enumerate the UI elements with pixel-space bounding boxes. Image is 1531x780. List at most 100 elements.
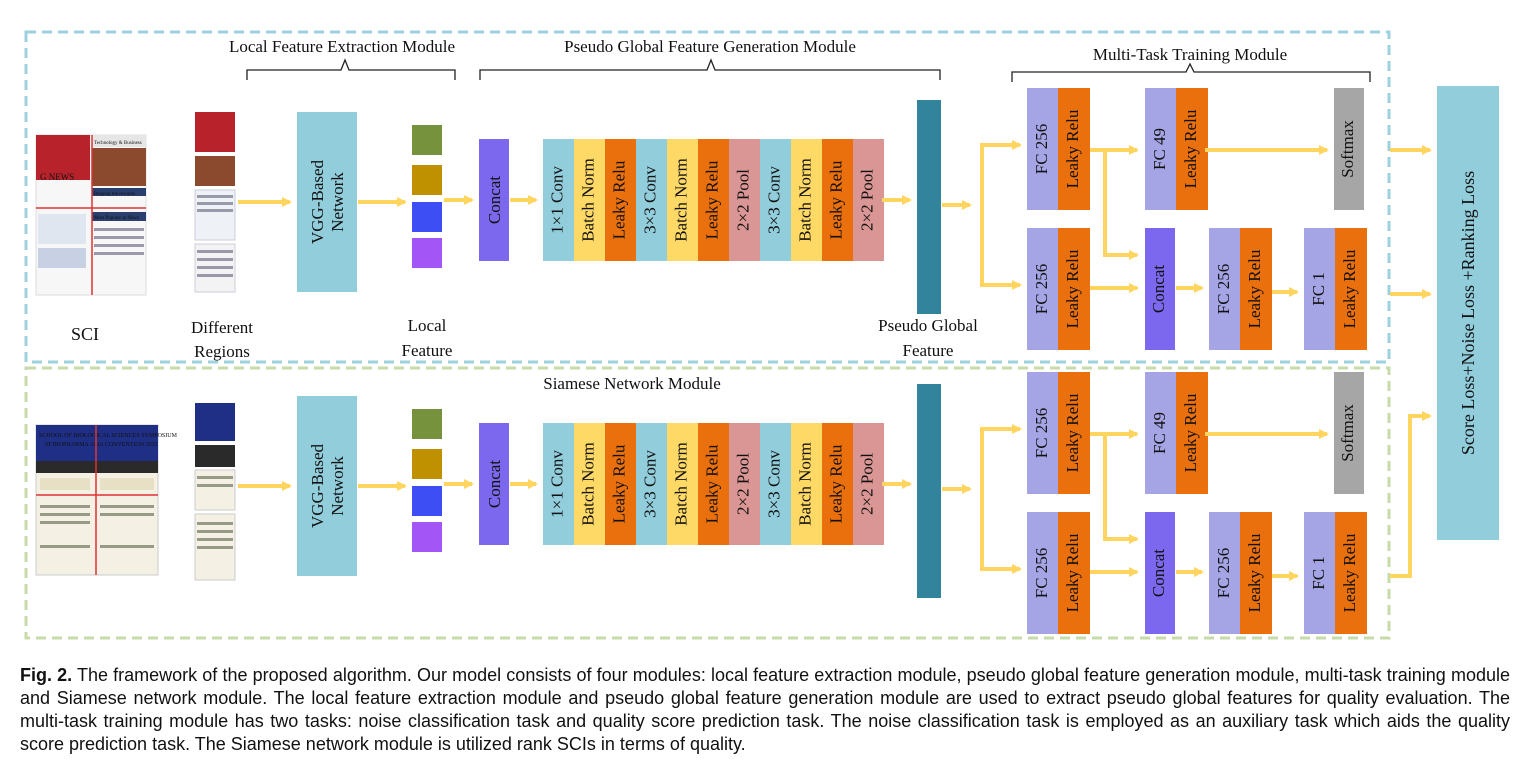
concat-block-bottom xyxy=(479,423,509,545)
concat-block xyxy=(1145,228,1175,350)
local-feature-label-2: Feature xyxy=(402,341,453,360)
concat-block-top xyxy=(479,139,509,261)
caption-text: The framework of the proposed algorithm.… xyxy=(20,665,1510,754)
arrow xyxy=(980,140,1022,205)
pipeline-layer-label: Leaky Relu xyxy=(609,444,628,523)
pipeline-layer-label: Batch Norm xyxy=(795,158,814,242)
pipeline-layer xyxy=(605,139,636,261)
fc-block xyxy=(1145,372,1177,494)
feature-square xyxy=(412,165,442,195)
pipeline-layer xyxy=(605,423,636,545)
fc-block xyxy=(1304,228,1336,350)
fc-label: FC 256 xyxy=(1032,408,1051,459)
fc-block xyxy=(1027,372,1059,494)
siamese-module-border xyxy=(24,366,1391,640)
multitask-bottom: FC 256 Leaky Relu FC 49 Leaky Relu Softmax FC… xyxy=(1027,372,1367,634)
pipeline-layer-label: Leaky Relu xyxy=(609,160,628,239)
svg-text:SCHOOL OF BIOLOGICAL SCIENCES: SCHOOL OF BIOLOGICAL SCIENCES SYMPOSIUM xyxy=(39,433,178,439)
pipeline-layer xyxy=(760,423,791,545)
fc-label: FC 256 xyxy=(1032,548,1051,599)
pipeline-layer xyxy=(698,423,729,545)
feature-square xyxy=(412,125,442,155)
feature-square xyxy=(412,486,442,516)
svg-text:AT BIOPHARMA ASIA CONVENTION 2: AT BIOPHARMA ASIA CONVENTION 2012 xyxy=(44,442,158,448)
fc-block xyxy=(1209,228,1241,350)
pipeline-layer-label: Leaky Relu xyxy=(702,444,721,523)
pipeline-layer-label: 3×3 Conv xyxy=(640,166,659,234)
pipeline-layer xyxy=(853,423,884,545)
pipeline-layer-label: Leaky Relu xyxy=(826,160,845,239)
feature-square xyxy=(412,449,442,479)
vgg-block-bottom xyxy=(297,396,357,576)
loss-block xyxy=(1437,86,1499,540)
arrows xyxy=(238,140,1432,581)
pseudo-global-label-2: Feature xyxy=(903,341,954,360)
softmax-label: Softmax xyxy=(1338,404,1357,462)
fc-label: FC 256 xyxy=(1214,264,1233,315)
svg-text:Concat: Concat xyxy=(485,460,504,508)
svg-text:G NEWS: G NEWS xyxy=(40,172,74,182)
fc-label: FC 256 xyxy=(1032,264,1051,315)
pipeline-layer-label: 2×2 Pool xyxy=(857,453,876,515)
pipeline-layer-label: 3×3 Conv xyxy=(764,166,783,234)
loss-label: Score Loss+Noise Loss +Ranking Loss xyxy=(1458,171,1478,455)
pipeline-layer-label: 1×1 Conv xyxy=(547,166,566,234)
pipeline-layer-label: 2×2 Pool xyxy=(857,169,876,231)
pipeline-layer xyxy=(791,423,822,545)
regions-thumbnail-bottom xyxy=(194,403,236,581)
pipeline-layer xyxy=(853,139,884,261)
pipeline-layer xyxy=(636,423,667,545)
sci-label: SCI xyxy=(71,324,99,344)
pseudo-global-bar-top xyxy=(917,100,941,314)
pipeline-layer-label: Batch Norm xyxy=(795,442,814,526)
pipeline-layer xyxy=(636,139,667,261)
local-brace xyxy=(246,58,456,80)
fc-block xyxy=(1145,88,1177,210)
arrow xyxy=(1103,150,1139,260)
vgg-label-1: VGG-Based xyxy=(308,159,327,244)
svg-text:Most Popular in News: Most Popular in News xyxy=(94,216,139,221)
concat-label: Concat xyxy=(1149,265,1168,313)
pipeline-layer xyxy=(729,139,760,261)
leaky-relu-block xyxy=(1335,512,1367,634)
leaky-relu-label: Leaky Relu xyxy=(1181,109,1200,188)
regions-thumbnail-top xyxy=(194,112,236,293)
local-module-title: Local Feature Extraction Module xyxy=(229,37,455,56)
top-module-border xyxy=(24,30,1391,364)
feature-square xyxy=(412,202,442,232)
fc-label: FC 256 xyxy=(1214,548,1233,599)
feature-square xyxy=(412,409,442,439)
leaky-relu-block xyxy=(1335,228,1367,350)
pipeline-layer xyxy=(760,139,791,261)
caption-label: Fig. 2. xyxy=(20,665,73,685)
pipeline-layer xyxy=(698,139,729,261)
svg-text:Network: Network xyxy=(328,456,347,516)
concat-block xyxy=(1145,512,1175,634)
pipeline-layer xyxy=(822,423,853,545)
pipeline-layer-label: 1×1 Conv xyxy=(547,450,566,518)
siamese-module-title: Siamese Network Module xyxy=(543,374,721,393)
pipeline-bottom: 1×1 Conv Batch Norm Leaky Relu 3×3 Conv Batc… xyxy=(543,423,884,545)
multitask-top: FC 256 Leaky Relu FC 49 Leaky Relu Softmax FC… xyxy=(1027,88,1367,350)
figure-caption: Fig. 2. The framework of the proposed al… xyxy=(20,664,1510,756)
softmax-label: Softmax xyxy=(1338,120,1357,178)
pseudo-brace xyxy=(479,58,941,80)
pipeline-layer xyxy=(729,423,760,545)
local-feature-label-1: Local xyxy=(408,316,447,335)
pseudo-module-title: Pseudo Global Feature Generation Module xyxy=(564,37,856,56)
pipeline-layer-label: Leaky Relu xyxy=(702,160,721,239)
leaky-relu-label: Leaky Relu xyxy=(1063,109,1082,188)
leaky-relu-label: Leaky Relu xyxy=(1340,533,1359,612)
pipeline-layer-label: 2×2 Pool xyxy=(733,453,752,515)
arrow xyxy=(980,489,1022,574)
leaky-relu-label: Leaky Relu xyxy=(1063,533,1082,612)
leaky-relu-label: Leaky Relu xyxy=(1063,249,1082,328)
leaky-relu-block xyxy=(1058,228,1090,350)
arrow xyxy=(980,205,1022,290)
pipeline-layer-label: 2×2 Pool xyxy=(733,169,752,231)
fc-label: FC 256 xyxy=(1032,124,1051,175)
leaky-relu-label: Leaky Relu xyxy=(1245,249,1264,328)
leaky-relu-label: Leaky Relu xyxy=(1063,393,1082,472)
arrow xyxy=(1103,434,1139,544)
pipeline-layer xyxy=(543,423,574,545)
